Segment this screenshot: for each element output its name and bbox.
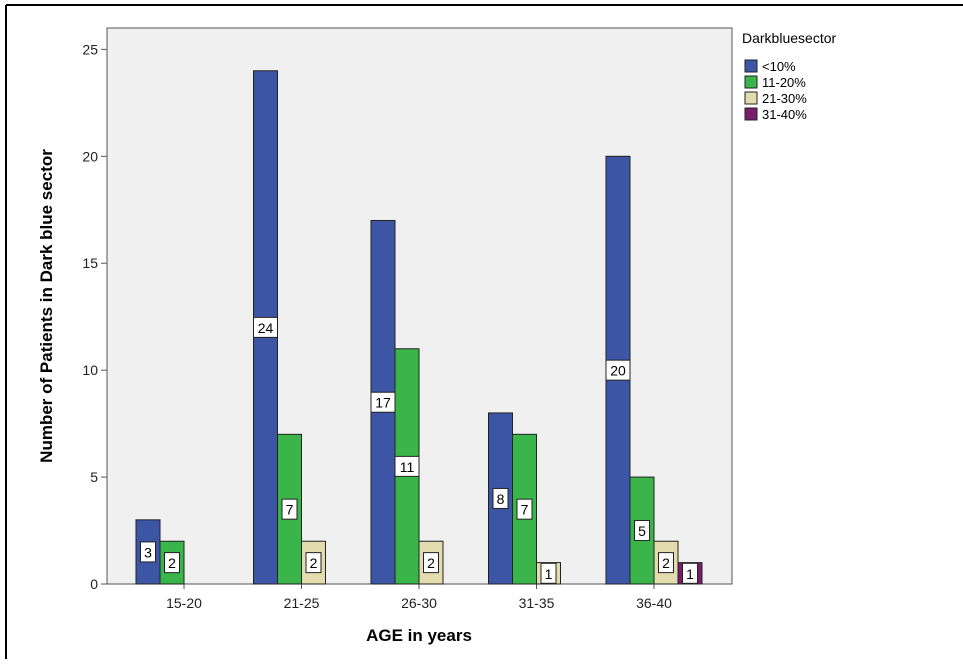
data-label-box	[605, 359, 631, 381]
legend-swatch	[744, 75, 758, 89]
legend-entry: 11-20%	[762, 75, 806, 90]
data-label: 3	[144, 544, 152, 560]
legend: Darkbluesector <10%11-20%21-30%31-40%	[742, 30, 836, 122]
x-tick-label: 26-30	[401, 595, 437, 611]
data-label-box	[492, 487, 509, 509]
y-tick-label: 20	[82, 148, 98, 164]
y-tick-label: 15	[82, 255, 98, 271]
data-label: 24	[258, 320, 274, 336]
data-label: 2	[310, 555, 318, 571]
x-tick-label: 21-25	[284, 595, 320, 611]
data-label-box	[682, 562, 698, 584]
y-tick-label: 0	[90, 576, 98, 592]
y-tick-label: 5	[90, 469, 98, 485]
data-label-box	[281, 498, 298, 520]
legend-swatch	[744, 107, 758, 121]
data-label-box	[634, 520, 650, 542]
data-label-box	[164, 552, 180, 574]
legend-entry: <10%	[762, 59, 796, 74]
data-label: 5	[638, 523, 646, 539]
data-label-box	[516, 498, 533, 520]
x-axis-label: AGE in years	[366, 626, 472, 645]
data-label-box	[658, 552, 674, 574]
legend-swatch	[744, 91, 758, 105]
data-label: 1	[545, 566, 553, 582]
legend-entry: 31-40%	[762, 107, 807, 122]
data-label: 2	[168, 555, 176, 571]
data-label: 8	[497, 491, 505, 507]
data-label: 7	[521, 502, 529, 518]
legend-entry: 21-30%	[762, 91, 807, 106]
legend-swatch	[744, 59, 758, 73]
data-label: 2	[427, 555, 435, 571]
data-label-box	[423, 552, 439, 574]
x-tick-label: 15-20	[166, 595, 202, 611]
x-tick-label: 36-40	[636, 595, 672, 611]
data-label-box	[305, 552, 322, 574]
data-label: 7	[286, 502, 294, 518]
legend-title: Darkbluesector	[742, 30, 836, 46]
data-label: 2	[662, 555, 670, 571]
y-axis: 0 5 10 15 20 25	[82, 41, 107, 592]
y-axis-label: Number of Patients in Dark blue sector	[37, 149, 56, 463]
y-tick-label: 10	[82, 362, 98, 378]
data-label-box	[540, 562, 557, 584]
x-tick-label: 31-35	[519, 595, 555, 611]
data-label-box	[394, 455, 420, 477]
data-label-box	[140, 541, 156, 563]
data-label: 17	[375, 395, 391, 411]
data-label-box	[253, 316, 278, 338]
x-axis: 15-20 21-25 26-30 31-35 36-40	[166, 584, 672, 611]
data-label: 11	[400, 459, 415, 475]
y-tick-label: 25	[82, 41, 98, 57]
data-label-box	[370, 391, 396, 413]
data-label: 1	[686, 566, 694, 582]
data-label: 20	[610, 363, 626, 379]
